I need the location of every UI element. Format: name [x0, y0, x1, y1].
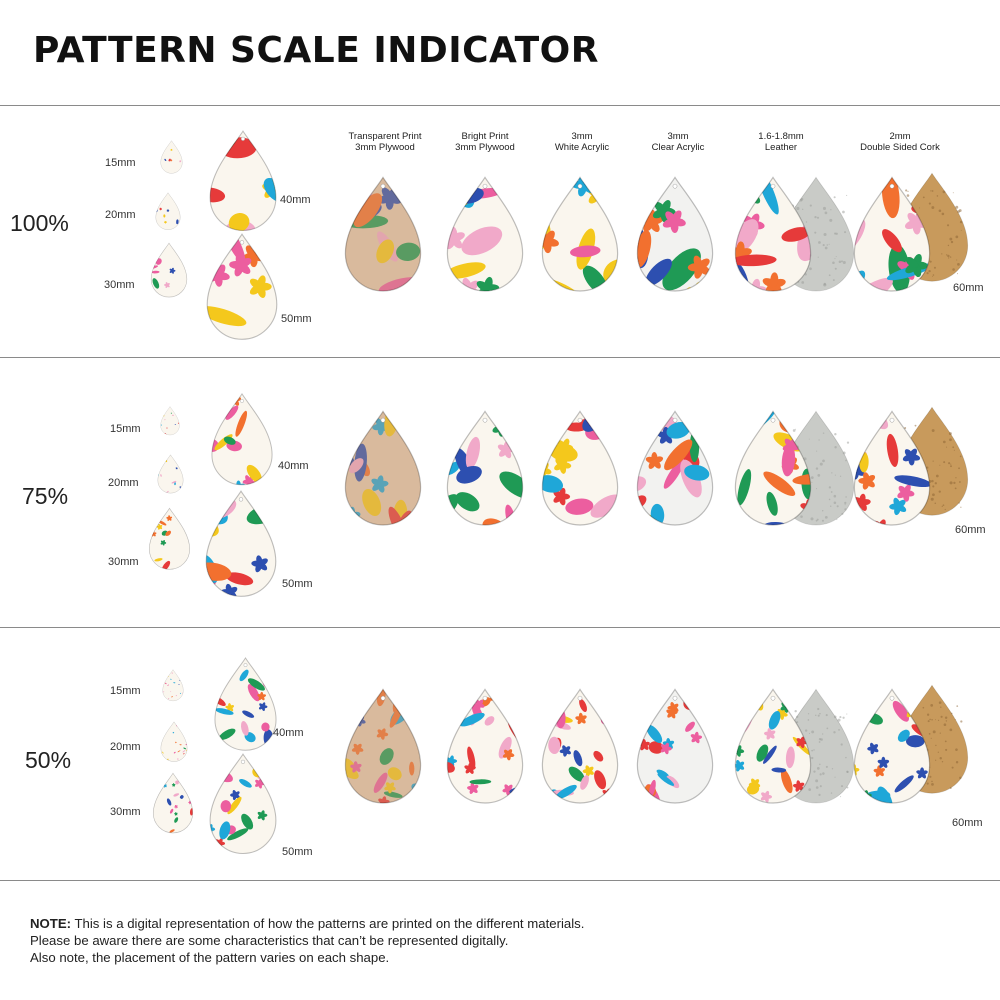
sample-15mm — [160, 140, 183, 175]
earring-cork — [852, 409, 932, 529]
size-label-15mm: 15mm — [110, 423, 141, 435]
sample-20mm — [157, 454, 184, 495]
size-label-20mm: 20mm — [110, 741, 141, 753]
earring-cork — [852, 687, 932, 807]
earring-clear-acrylic — [635, 175, 715, 295]
size-label-40mm: 40mm — [278, 460, 309, 472]
material-label-bright-plywood: Bright Print 3mm Plywood — [455, 131, 515, 153]
material-label-clear-acrylic: 3mm Clear Acrylic — [651, 131, 705, 153]
sample-20mm — [155, 192, 181, 231]
sample-15mm — [162, 669, 184, 702]
earring-white-acrylic — [540, 687, 620, 807]
note-line-2: Please be aware there are some character… — [30, 933, 509, 948]
earring-leather — [733, 175, 813, 295]
size-label-30mm: 30mm — [110, 806, 141, 818]
earring-bright-plywood — [445, 409, 525, 529]
scale-section-100: 100% 15mm 20mm 30mm 40mm 50mm 60mm — [0, 107, 1000, 357]
earring-clear-acrylic — [635, 687, 715, 807]
earring-white-acrylic — [540, 409, 620, 529]
size-label-15mm: 15mm — [105, 157, 136, 169]
earring-bright-plywood — [445, 687, 525, 807]
scale-section-75: 75% 15mm 20mm 30mm 40mm 50mm 60mm — [0, 359, 1000, 609]
note-label: NOTE: — [30, 916, 72, 931]
sample-20mm — [160, 721, 188, 763]
scale-label: 50% — [25, 747, 72, 773]
divider — [0, 880, 1000, 881]
sample-30mm — [150, 242, 188, 299]
scale-section-50: 50% 15mm 20mm 30mm 40mm 50mm 60mm — [0, 629, 1000, 879]
size-label-50mm: 50mm — [282, 578, 313, 590]
sample-40mm — [208, 129, 278, 234]
sample-30mm — [152, 772, 194, 835]
earring-transparent-plywood — [343, 687, 423, 807]
sample-40mm — [210, 392, 274, 488]
sample-30mm — [148, 507, 191, 572]
material-label-transparent-plywood: Transparent Print 3mm Plywood — [348, 131, 422, 153]
divider — [0, 627, 1000, 628]
size-label-40mm: 40mm — [280, 194, 311, 206]
material-label-leather: 1.6-1.8mm Leather — [758, 131, 804, 153]
sample-50mm — [204, 489, 278, 600]
size-label-20mm: 20mm — [105, 209, 136, 221]
size-label-40mm: 40mm — [273, 727, 304, 739]
size-label-15mm: 15mm — [110, 685, 141, 697]
material-label-white-acrylic: 3mm White Acrylic — [554, 131, 610, 153]
size-label-30mm: 30mm — [104, 279, 135, 291]
size-label-60mm: 60mm — [952, 817, 983, 829]
earring-clear-acrylic — [635, 409, 715, 529]
sample-50mm — [205, 232, 279, 343]
size-label-20mm: 20mm — [108, 477, 139, 489]
note-line-1: This is a digital representation of how … — [71, 916, 585, 931]
scale-label: 100% — [10, 210, 69, 236]
earring-leather — [733, 687, 813, 807]
divider — [0, 357, 1000, 358]
size-label-30mm: 30mm — [108, 556, 139, 568]
scale-label: 75% — [22, 483, 69, 509]
size-label-60mm: 60mm — [953, 282, 984, 294]
size-label-50mm: 50mm — [282, 846, 313, 858]
sample-15mm — [160, 406, 180, 436]
earring-leather — [733, 409, 813, 529]
material-label-cork: 2mm Double Sided Cork — [860, 131, 940, 153]
earring-cork — [852, 175, 932, 295]
divider — [0, 105, 1000, 106]
size-label-60mm: 60mm — [955, 524, 986, 536]
page-title: PATTERN SCALE INDICATOR — [33, 30, 600, 71]
earring-bright-plywood — [445, 175, 525, 295]
size-label-50mm: 50mm — [281, 313, 312, 325]
note-block: NOTE: This is a digital representation o… — [30, 915, 584, 966]
earring-white-acrylic — [540, 175, 620, 295]
earring-transparent-plywood — [343, 409, 423, 529]
note-line-3: Also note, the placement of the pattern … — [30, 950, 390, 965]
sample-40mm — [213, 656, 278, 754]
sample-50mm — [208, 752, 278, 857]
earring-transparent-plywood — [343, 175, 423, 295]
